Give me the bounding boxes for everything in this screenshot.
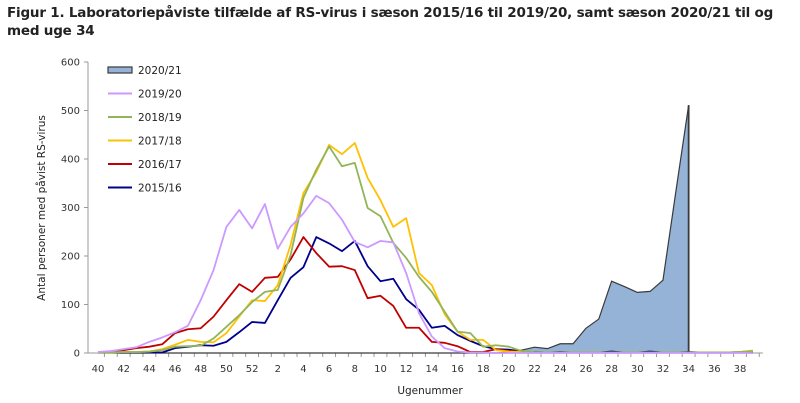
x-tick-label: 34 [682,364,695,375]
area-layer [98,105,690,354]
lines-layer [97,142,753,354]
x-tick-label: 44 [143,364,156,375]
area-2020-21 [98,105,689,353]
x-tick-label: 38 [734,364,747,375]
x-tick-label: 40 [92,364,105,375]
y-tick-label: 500 [61,106,80,117]
chart-title: Figur 1. Laboratoriepåviste tilfælde af … [7,5,774,39]
x-tick-label: 4 [300,364,306,375]
x-tick-label: 24 [554,364,567,375]
y-tick-label: 300 [61,203,80,214]
legend-label: 2018/19 [138,112,182,124]
x-tick-label: 48 [194,364,207,375]
x-tick-label: 28 [605,364,618,375]
x-tick-label: 14 [425,364,438,375]
x-tick-label: 32 [657,364,670,375]
y-axis-label: Antal personer med påvist RS-virus [35,115,48,301]
legend-label: 2017/18 [138,136,182,148]
x-tick-label: 36 [708,364,721,375]
x-tick-label: 16 [451,364,464,375]
x-tick-label: 12 [400,364,413,375]
area-edge [98,105,690,354]
x-tick-label: 42 [117,364,130,375]
x-tick-label: 22 [528,364,541,375]
x-tick-label: 52 [246,364,259,375]
x-tick-label: 30 [631,364,644,375]
legend-label: 2020/21 [138,65,182,77]
y-tick-label: 100 [61,300,80,311]
y-tick-label: 600 [61,58,80,69]
x-axis-label: Ugenummer [397,385,463,397]
legend-label: 2019/20 [138,89,182,101]
legend: 2020/21 2019/20 2018/19 2017/18 2016/17 2015/… [107,65,182,195]
legend-label: 2015/16 [138,183,182,195]
x-tick-label: 50 [220,364,233,375]
y-tick-label: 200 [61,252,80,263]
series-line-2019-20 [97,194,753,354]
x-tick-label: 6 [326,364,332,375]
x-tick-label: 10 [374,364,387,375]
x-tick-label: 2 [275,364,281,375]
legend-label: 2016/17 [138,159,182,171]
x-tick-label: 20 [503,364,516,375]
y-tick-label: 0 [74,349,80,360]
legend-swatch [107,66,133,74]
x-tick-label: 8 [352,364,358,375]
x-tick-label: 26 [580,364,593,375]
x-tick-label: 46 [169,364,182,375]
y-tick-label: 400 [61,155,80,166]
x-tick-label: 18 [477,364,490,375]
